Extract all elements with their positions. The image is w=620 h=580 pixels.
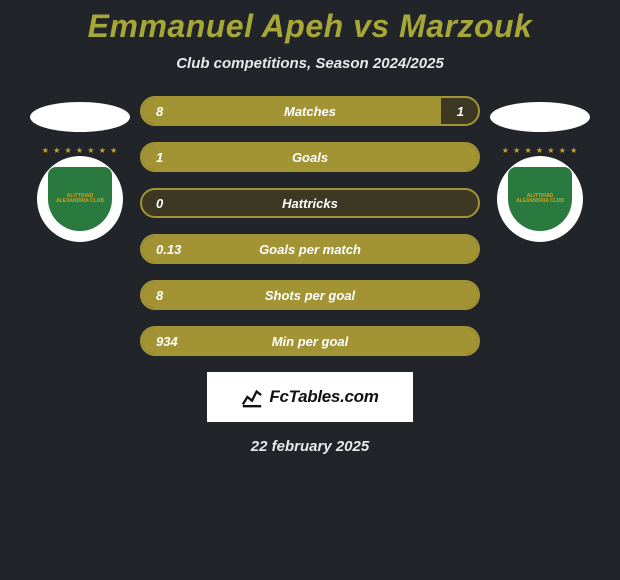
- content-row: ★ ★ ★ ★ ★ ★ ★ ALITTIHAD ALEXANDRIA CLUB …: [0, 96, 620, 356]
- stat-right-value: 1: [457, 104, 464, 119]
- stat-label: Min per goal: [142, 334, 478, 349]
- brand-text: FcTables.com: [269, 387, 378, 407]
- stars-icon: ★ ★ ★ ★ ★ ★ ★: [42, 146, 119, 155]
- club-name-left: ALITTIHAD ALEXANDRIA CLUB: [52, 190, 108, 209]
- player-silhouette-right: [490, 102, 590, 132]
- club-crest-right: ALITTIHAD ALEXANDRIA CLUB: [508, 167, 572, 231]
- club-name-bottom: ALEXANDRIA CLUB: [56, 198, 104, 204]
- stat-label: Hattricks: [142, 196, 478, 211]
- subtitle: Club competitions, Season 2024/2025: [0, 55, 620, 72]
- stat-bar-matches: 8 Matches 1: [140, 96, 480, 126]
- brand-link[interactable]: FcTables.com: [207, 372, 413, 422]
- club-crest-left: ALITTIHAD ALEXANDRIA CLUB: [48, 167, 112, 231]
- stat-bar-min-per-goal: 934 Min per goal: [140, 326, 480, 356]
- club-logo-right: ★ ★ ★ ★ ★ ★ ★ ALITTIHAD ALEXANDRIA CLUB: [497, 156, 583, 242]
- stat-bar-goals: 1 Goals: [140, 142, 480, 172]
- stat-bar-shots-per-goal: 8 Shots per goal: [140, 280, 480, 310]
- stat-label: Goals per match: [142, 242, 478, 257]
- club-logo-left: ★ ★ ★ ★ ★ ★ ★ ALITTIHAD ALEXANDRIA CLUB: [37, 156, 123, 242]
- stars-icon: ★ ★ ★ ★ ★ ★ ★: [502, 146, 579, 155]
- page-title: Emmanuel Apeh vs Marzouk: [0, 8, 620, 45]
- club-name-right: ALITTIHAD ALEXANDRIA CLUB: [512, 190, 568, 209]
- club-name-bottom: ALEXANDRIA CLUB: [516, 198, 564, 204]
- stat-label: Matches: [142, 104, 478, 119]
- stat-bar-hattricks: 0 Hattricks: [140, 188, 480, 218]
- chart-icon: [241, 386, 263, 408]
- stat-bar-goals-per-match: 0.13 Goals per match: [140, 234, 480, 264]
- player-silhouette-left: [30, 102, 130, 132]
- right-player-col: ★ ★ ★ ★ ★ ★ ★ ALITTIHAD ALEXANDRIA CLUB: [480, 96, 600, 242]
- date-line: 22 february 2025: [0, 438, 620, 455]
- left-player-col: ★ ★ ★ ★ ★ ★ ★ ALITTIHAD ALEXANDRIA CLUB: [20, 96, 140, 242]
- stats-bars: 8 Matches 1 1 Goals 0 Hattricks 0.13 Goa…: [140, 96, 480, 356]
- stat-label: Goals: [142, 150, 478, 165]
- stat-label: Shots per goal: [142, 288, 478, 303]
- infographic-container: Emmanuel Apeh vs Marzouk Club competitio…: [0, 0, 620, 455]
